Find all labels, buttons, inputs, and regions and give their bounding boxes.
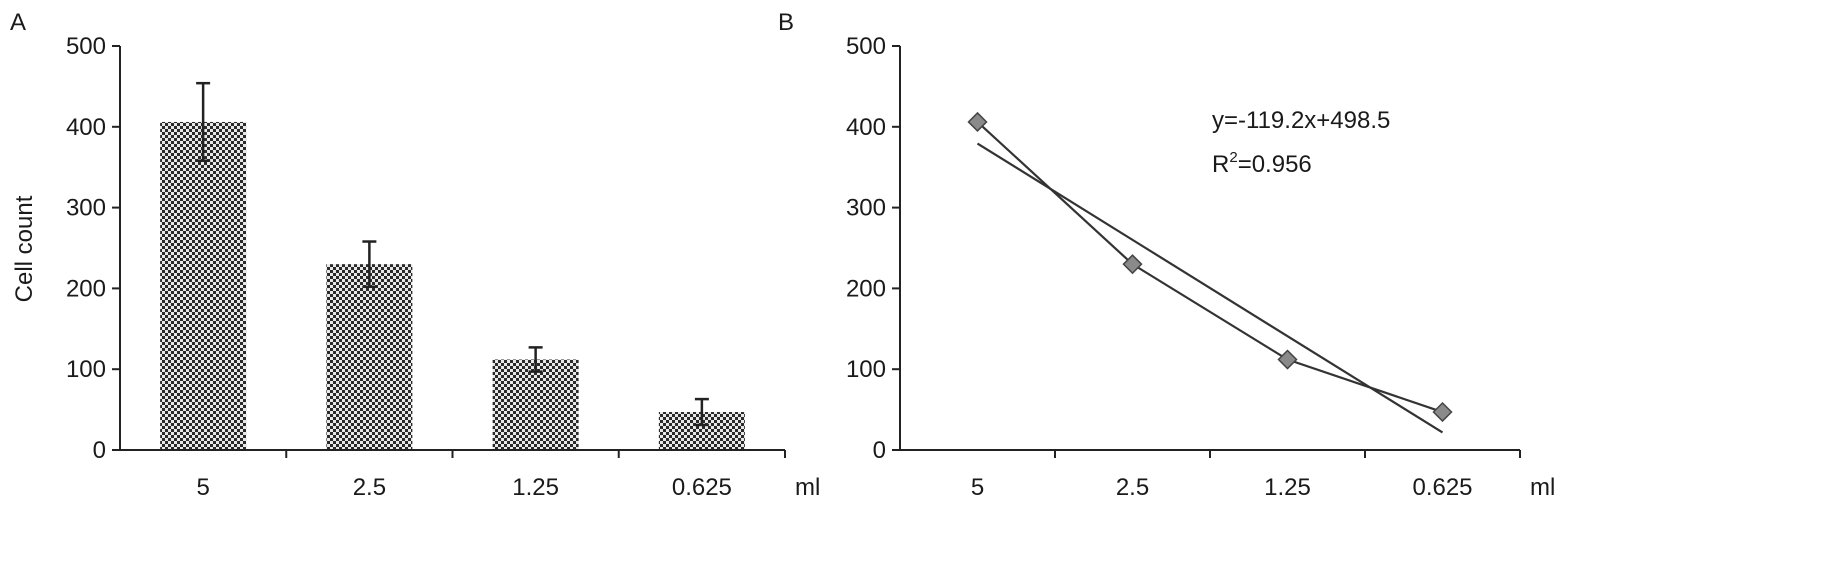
panel-b-diamond-marker [1432, 401, 1453, 423]
panel-a-bar [326, 264, 413, 450]
panel-b-x-tick-label: 2.5 [1116, 474, 1149, 501]
panel-a-label: A [10, 9, 26, 36]
panel-b-markers [967, 111, 1453, 423]
panel-a-x-unit: ml [795, 474, 820, 501]
panel-a-error-bars [196, 81, 709, 427]
panel-b-data-line [976, 121, 1443, 414]
panel-b-y-tick-label: 100 [846, 356, 886, 383]
panel-a-y-tick-label: 100 [66, 356, 106, 383]
panel-b-y-tick-label: 500 [846, 33, 886, 60]
panel-a-bar [492, 359, 579, 450]
panel-a-error-bar [196, 81, 211, 162]
panel-a-y-ticks: 0 100 200 300 400 500 [66, 33, 120, 464]
panel-b-label: B [778, 9, 794, 36]
panel-a-bars [160, 121, 745, 451]
panel-b-x-tick-label: 0.625 [1412, 474, 1472, 501]
panel-a-error-bar [694, 397, 709, 427]
r-squared-superscript: 2 [1229, 149, 1237, 166]
panel-b-diamond-marker [967, 111, 988, 133]
panel-a-y-tick-label: 300 [66, 195, 106, 222]
panel-b-y-tick-label: 200 [846, 275, 886, 302]
panel-b-y-ticks: 0 100 200 300 400 500 [846, 33, 900, 464]
panel-b-diamond-marker [1122, 254, 1143, 275]
panel-a-x-tick-label: 5 [196, 474, 209, 501]
panel-a-bar-chart: A Cell count 0 100 200 300 400 500 5 2.5 1.25 0.… [10, 9, 820, 501]
panel-b-line-chart: B 0 100 200 300 400 500 5 2.5 1.25 0.625 ml y=-1… [778, 9, 1555, 501]
panel-b-trendline [976, 142, 1444, 434]
panel-a-bar [160, 121, 247, 451]
r-squared-prefix: R [1212, 151, 1229, 178]
panel-a-y-tick-label: 0 [93, 437, 106, 464]
panel-b-x-tick-label: 5 [971, 474, 984, 501]
panel-b-y-tick-label: 0 [873, 437, 886, 464]
panel-a-error-bar [362, 240, 377, 289]
panel-b-y-tick-label: 300 [846, 195, 886, 222]
panel-b-r-squared: R2=0.956 [1212, 149, 1312, 178]
panel-b-diamond-marker [1277, 349, 1298, 370]
panel-a-x-ticks: 5 2.5 1.25 0.625 [196, 450, 786, 501]
panel-b-trend-equation: y=-119.2x+498.5 [1212, 107, 1390, 134]
panel-a-x-tick-label: 0.625 [672, 474, 732, 501]
panel-a-error-bar [528, 346, 543, 373]
panel-b-x-unit: ml [1530, 474, 1555, 501]
panel-a-y-axis-title: Cell count [11, 195, 38, 302]
panel-b-x-tick-label: 1.25 [1264, 474, 1311, 501]
panel-a-y-tick-label: 500 [66, 33, 106, 60]
panel-b-x-ticks: 5 2.5 1.25 0.625 [971, 450, 1521, 501]
panel-b-y-tick-label: 400 [846, 114, 886, 141]
panel-a-x-tick-label: 1.25 [512, 474, 559, 501]
r-squared-value: =0.956 [1238, 151, 1312, 178]
panel-a-y-tick-label: 400 [66, 114, 106, 141]
panel-a-x-tick-label: 2.5 [353, 474, 386, 501]
panel-a-y-tick-label: 200 [66, 275, 106, 302]
